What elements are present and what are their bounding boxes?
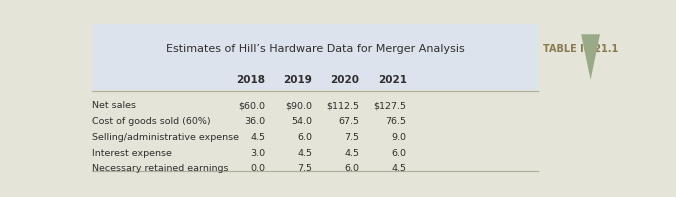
Text: Necessary retained earnings: Necessary retained earnings [93, 164, 229, 173]
Text: 6.0: 6.0 [297, 133, 312, 142]
Text: 3.0: 3.0 [250, 149, 265, 158]
Text: $127.5: $127.5 [374, 101, 407, 110]
Text: 6.0: 6.0 [345, 164, 360, 173]
Text: 2019: 2019 [283, 75, 312, 85]
Text: 36.0: 36.0 [244, 117, 265, 126]
Polygon shape [581, 34, 600, 80]
Text: $90.0: $90.0 [285, 101, 312, 110]
Text: 6.0: 6.0 [391, 149, 407, 158]
Text: 54.0: 54.0 [291, 117, 312, 126]
Text: Cost of goods sold (60%): Cost of goods sold (60%) [93, 117, 211, 126]
Text: 4.5: 4.5 [345, 149, 360, 158]
Text: 4.5: 4.5 [297, 149, 312, 158]
Text: 9.0: 9.0 [391, 133, 407, 142]
Text: 2021: 2021 [378, 75, 407, 85]
Text: 67.5: 67.5 [339, 117, 360, 126]
Text: Estimates of Hill’s Hardware Data for Merger Analysis: Estimates of Hill’s Hardware Data for Me… [166, 44, 464, 54]
Text: 7.5: 7.5 [345, 133, 360, 142]
Text: 2020: 2020 [331, 75, 360, 85]
Text: Net sales: Net sales [93, 101, 137, 110]
Text: $112.5: $112.5 [327, 101, 360, 110]
Bar [93, 24, 537, 90]
Text: 7.5: 7.5 [297, 164, 312, 173]
Text: Selling/administrative expense: Selling/administrative expense [93, 133, 239, 142]
Text: 2018: 2018 [236, 75, 265, 85]
Text: Interest expense: Interest expense [93, 149, 172, 158]
Text: 76.5: 76.5 [386, 117, 407, 126]
Text: 4.5: 4.5 [250, 133, 265, 142]
Text: 4.5: 4.5 [391, 164, 407, 173]
Text: $60.0: $60.0 [238, 101, 265, 110]
Text: TABLE IC 21.1: TABLE IC 21.1 [543, 44, 618, 54]
Text: 0.0: 0.0 [250, 164, 265, 173]
